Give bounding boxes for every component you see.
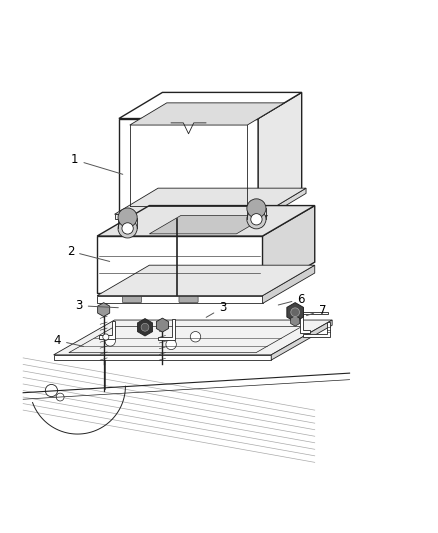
Polygon shape bbox=[262, 188, 306, 220]
Text: 7: 7 bbox=[307, 303, 327, 317]
Circle shape bbox=[247, 199, 266, 218]
Polygon shape bbox=[304, 322, 329, 337]
Text: 3: 3 bbox=[206, 301, 226, 317]
Polygon shape bbox=[119, 118, 258, 214]
Polygon shape bbox=[97, 206, 315, 236]
Text: 2: 2 bbox=[67, 245, 110, 262]
Polygon shape bbox=[53, 355, 271, 360]
Polygon shape bbox=[291, 316, 300, 326]
Polygon shape bbox=[158, 319, 176, 340]
Text: 4: 4 bbox=[53, 334, 84, 347]
Polygon shape bbox=[262, 265, 315, 303]
Polygon shape bbox=[262, 206, 315, 293]
Circle shape bbox=[122, 223, 133, 234]
Circle shape bbox=[190, 332, 201, 342]
Text: 1: 1 bbox=[71, 154, 123, 174]
Text: 6: 6 bbox=[278, 293, 305, 305]
Polygon shape bbox=[53, 320, 332, 355]
Polygon shape bbox=[115, 214, 262, 220]
Circle shape bbox=[56, 393, 64, 401]
Polygon shape bbox=[119, 92, 302, 118]
Polygon shape bbox=[271, 320, 332, 360]
FancyBboxPatch shape bbox=[179, 296, 198, 303]
Polygon shape bbox=[97, 296, 262, 303]
Polygon shape bbox=[138, 319, 152, 336]
Polygon shape bbox=[156, 318, 169, 332]
Circle shape bbox=[166, 339, 177, 350]
Circle shape bbox=[141, 324, 149, 331]
Circle shape bbox=[247, 209, 266, 229]
Polygon shape bbox=[258, 92, 302, 214]
Circle shape bbox=[118, 219, 137, 238]
FancyBboxPatch shape bbox=[122, 296, 141, 303]
Circle shape bbox=[105, 336, 116, 346]
Polygon shape bbox=[99, 321, 115, 339]
Text: 3: 3 bbox=[75, 299, 118, 312]
Circle shape bbox=[118, 208, 137, 227]
Polygon shape bbox=[115, 188, 306, 214]
Circle shape bbox=[291, 308, 300, 317]
Circle shape bbox=[46, 384, 57, 397]
Polygon shape bbox=[98, 303, 110, 317]
Polygon shape bbox=[97, 236, 262, 293]
Polygon shape bbox=[130, 103, 284, 125]
Polygon shape bbox=[149, 215, 268, 234]
Circle shape bbox=[103, 334, 109, 340]
Polygon shape bbox=[97, 265, 315, 296]
Circle shape bbox=[251, 214, 262, 225]
Polygon shape bbox=[287, 303, 304, 322]
Polygon shape bbox=[300, 312, 328, 333]
